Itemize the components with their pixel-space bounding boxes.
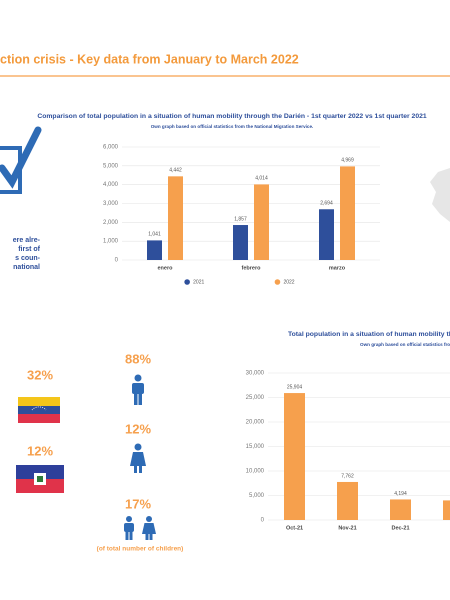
x-tick-label: Nov-21 [338, 525, 356, 531]
x-tick-label: febrero [242, 265, 262, 271]
bar [443, 500, 450, 520]
y-tick-label: 3,000 [103, 201, 119, 207]
x-tick-label: Oct-21 [286, 525, 303, 531]
y-tick-label: 5,000 [249, 493, 265, 499]
bar [254, 184, 269, 260]
x-tick-label: enero [158, 265, 174, 271]
y-tick-label: 6,000 [103, 145, 119, 151]
value-label: 7,762 [341, 473, 354, 479]
y-tick-label: 20,000 [246, 420, 265, 426]
check-icon [0, 126, 42, 194]
value-label: 2,694 [320, 201, 333, 207]
venezuela-flag [18, 397, 60, 423]
chart-title: Total population in a situation of human… [288, 331, 450, 338]
x-tick-label: Dec-21 [391, 525, 409, 531]
value-label: 25,904 [287, 384, 303, 390]
y-tick-label: 30,000 [246, 371, 265, 377]
map-shape [430, 168, 450, 222]
bar [233, 225, 248, 260]
bar [340, 166, 355, 260]
children-note: (of total number of children) [97, 546, 184, 553]
side-text: first of [18, 246, 40, 253]
y-tick-label: 15,000 [246, 444, 265, 450]
value-label: 4,014 [255, 176, 268, 182]
legend-swatch [184, 279, 190, 285]
y-tick-label: 10,000 [246, 469, 265, 475]
value-label: 4,442 [169, 168, 182, 174]
side-text: national [13, 264, 40, 271]
y-tick-label: 0 [261, 518, 265, 524]
bar [168, 176, 183, 260]
value-label: 1,041 [148, 232, 161, 238]
stat-value: 32% [27, 367, 53, 382]
stat-value: 12% [125, 421, 151, 436]
value-label: 4,194 [394, 491, 407, 497]
value-label: 1,857 [234, 216, 247, 222]
value-label: 4,969 [341, 158, 354, 164]
stat-value: 12% [27, 443, 53, 458]
bar [390, 499, 411, 520]
bar [337, 481, 358, 520]
header-title: ction crisis - Key data from January to … [0, 52, 299, 66]
stat-value: 17% [125, 496, 151, 511]
haiti-flag [16, 465, 64, 493]
legend-label: 2022 [283, 279, 294, 285]
y-tick-label: 25,000 [246, 395, 265, 401]
y-tick-label: 1,000 [103, 239, 119, 245]
y-tick-label: 4,000 [103, 182, 119, 188]
y-tick-label: 5,000 [103, 163, 119, 169]
legend-swatch [274, 279, 281, 285]
y-tick-label: 0 [115, 258, 119, 264]
chart-title: Comparison of total population in a situ… [37, 113, 427, 120]
legend-label: 2021 [193, 279, 204, 285]
bar [284, 393, 305, 520]
chart-subtitle: Own graph based on official statistics f… [360, 342, 450, 347]
x-tick-label: marzo [329, 265, 346, 271]
children-icon [124, 516, 156, 540]
woman-icon [130, 443, 146, 473]
stat-value: 88% [125, 351, 151, 366]
side-text: s coun- [15, 255, 41, 262]
bar [147, 240, 162, 260]
chart-subtitle: Own graph based on official statistics f… [151, 124, 314, 129]
man-icon [132, 374, 144, 405]
bar [319, 209, 334, 260]
side-text: ere alre- [13, 237, 41, 244]
y-tick-label: 2,000 [103, 220, 119, 226]
